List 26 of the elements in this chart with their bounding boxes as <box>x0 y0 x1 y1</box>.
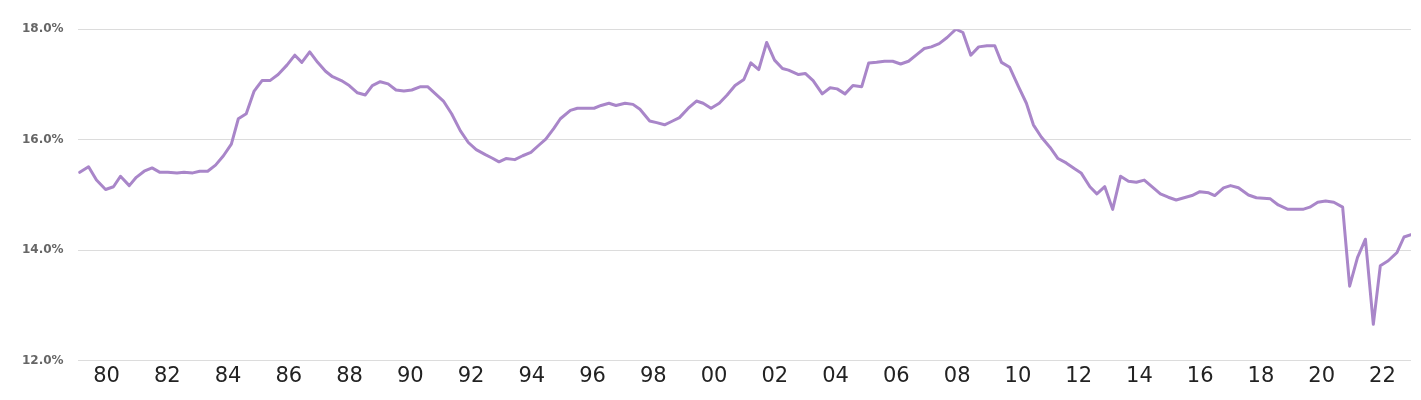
y-tick-label: 16.0% <box>21 131 64 146</box>
x-tick-label: 90 <box>396 362 424 387</box>
x-tick-label: 00 <box>700 362 728 387</box>
y-tick-label: 12.0% <box>21 352 64 367</box>
x-tick-label: 84 <box>214 362 242 387</box>
x-tick-label: 02 <box>761 362 789 387</box>
x-tick-label: 18 <box>1247 362 1275 387</box>
x-tick-label: 82 <box>153 362 181 387</box>
x-tick-label: 04 <box>822 362 849 387</box>
x-tick-label: 14 <box>1126 362 1153 387</box>
x-tick-label: 08 <box>943 362 971 387</box>
x-tick-label: 88 <box>336 362 363 387</box>
x-tick-label: 80 <box>93 362 120 387</box>
x-tick-label: 86 <box>275 362 303 387</box>
x-tick-label: 98 <box>639 362 667 387</box>
x-tick-label: 10 <box>1004 362 1032 387</box>
x-tick-label: 12 <box>1065 362 1093 387</box>
x-tick-label: 96 <box>579 362 606 387</box>
y-tick-label: 14.0% <box>21 242 64 257</box>
x-tick-label: 20 <box>1308 362 1336 387</box>
x-tick-label: 06 <box>883 362 910 387</box>
x-tick-label: 16 <box>1186 362 1214 387</box>
x-tick-label: 92 <box>457 362 485 387</box>
x-tick-label: 22 <box>1369 362 1396 387</box>
y-tick-label: 18.0% <box>21 21 64 36</box>
x-tick-label: 94 <box>518 362 546 387</box>
